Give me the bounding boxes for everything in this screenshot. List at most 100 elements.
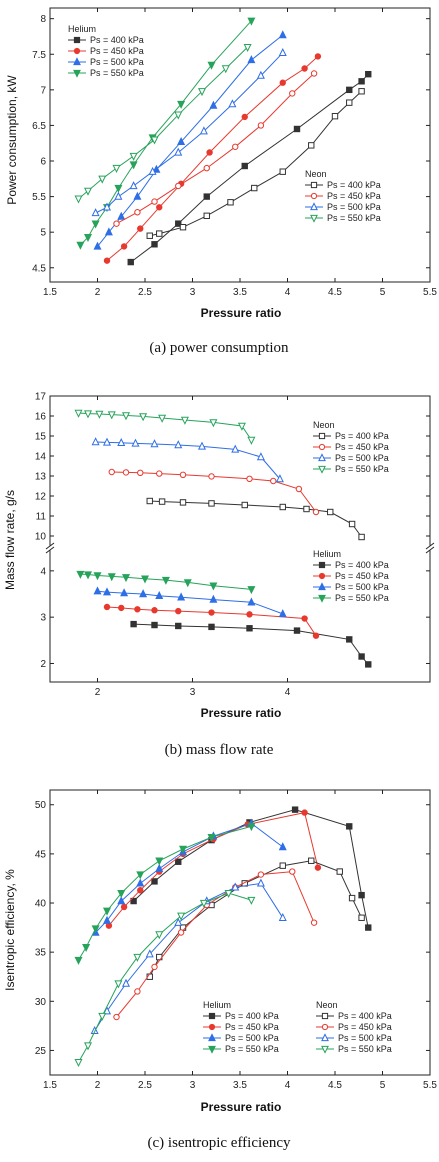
panel-b-data-point xyxy=(139,413,148,422)
panel-c-legend-marker xyxy=(321,1033,329,1042)
panel-a-data-point xyxy=(93,241,102,250)
panel-a-data-point xyxy=(365,70,372,78)
panel-b-legend-marker xyxy=(318,432,326,440)
panel-c-xlabel: Pressure ratio xyxy=(201,1100,282,1114)
panel-b-series-line xyxy=(149,500,363,538)
panel-c-ylabel: Isentropic efficiency, % xyxy=(3,869,17,991)
panel-a-xtick-label: 4.5 xyxy=(328,287,342,298)
panel-a-ytick-label: 5.5 xyxy=(32,192,46,203)
panel-a-legend-label: Ps = 500 kPa xyxy=(327,202,381,212)
panel-a-ytick-label: 7 xyxy=(40,85,46,96)
panel-b-data-point xyxy=(74,409,83,418)
panel-a-legend-label: Ps = 500 kPa xyxy=(90,57,144,67)
panel-c-data-point xyxy=(121,978,131,987)
panel-b-xtick-label: 2 xyxy=(95,687,101,698)
panel-c-data-point xyxy=(177,929,185,936)
panel-c-data-point xyxy=(178,845,188,854)
panel-c-data-point xyxy=(231,882,240,891)
panel-b-ylabel: Mass flow rate, g/s xyxy=(3,490,17,590)
panel-c-data-point xyxy=(98,1012,107,1021)
panel-b-data-point xyxy=(108,468,115,476)
panel-b-data-point xyxy=(358,653,365,660)
panel-a-data-point xyxy=(120,243,128,250)
panel-a-legend-title: Helium xyxy=(68,24,96,34)
panel-a-ylabel: Power consumption, kW xyxy=(5,75,19,205)
panel-a-data-point xyxy=(98,175,107,184)
panel-b-data-point xyxy=(346,636,353,643)
panel-a-legend-marker xyxy=(310,202,318,211)
panel-a-data-point xyxy=(221,65,230,74)
panel-c-ytick-label: 35 xyxy=(35,948,47,959)
panel-b-legend-label: Ps = 450 kPa xyxy=(335,442,389,452)
panel-b-seg0-ytick-label: 12 xyxy=(35,492,47,503)
panel-a-data-point xyxy=(278,30,287,39)
panel-a-data-point xyxy=(112,164,121,173)
panel-b-legend-marker xyxy=(318,561,326,569)
panel-b-legend-label: Ps = 450 kPa xyxy=(335,571,389,581)
panel-a-data-point xyxy=(151,241,158,248)
panel-b-seg1-ytick-label: 2 xyxy=(40,659,46,670)
panel-c-legend-marker xyxy=(321,1023,329,1031)
panel-a-xtick-label: 3 xyxy=(190,287,196,298)
panel-c-data-point xyxy=(155,863,164,872)
panel-b-seg1-ytick-label: 4 xyxy=(40,566,46,577)
panel-b-data-point xyxy=(179,499,187,506)
panel-a-data-point xyxy=(91,220,100,229)
panel-b-data-point xyxy=(197,441,207,450)
panel-a-data-point xyxy=(199,126,208,135)
panel-b-data-point xyxy=(121,412,131,421)
panel-b-data-point xyxy=(237,422,246,431)
panel-b-seg0-ytick-label: 10 xyxy=(35,532,47,543)
panel-a-data-point xyxy=(83,233,93,242)
panel-a-legend-marker xyxy=(73,47,81,55)
panel-b-data-point xyxy=(179,471,187,478)
panel-c-data-point xyxy=(91,925,100,934)
panel-b-data-point xyxy=(301,615,308,622)
panel-a-data-point xyxy=(104,227,113,236)
panel-c-series-line xyxy=(78,825,252,961)
panel-b-series xyxy=(130,620,372,668)
panel-a-data-point xyxy=(256,70,265,79)
panel-a-data-point xyxy=(133,191,142,200)
panel-a-data-point xyxy=(241,113,248,121)
panel-a-legend-marker xyxy=(73,69,81,78)
panel-b-data-point xyxy=(247,586,256,595)
panel-c-ytick-label: 30 xyxy=(35,997,47,1008)
panel-a-data-point xyxy=(346,99,353,106)
panel-c-xtick-label: 2 xyxy=(95,1080,101,1091)
panel-b-data-point xyxy=(83,410,93,419)
panel-a-data-point xyxy=(146,232,153,239)
panel-c-xtick-label: 5 xyxy=(380,1080,386,1091)
panel-c-xtick-label: 1.5 xyxy=(43,1080,57,1091)
panel-a-data-point xyxy=(103,257,111,264)
panel-a-data-point xyxy=(310,70,318,77)
panel-c-data-point xyxy=(365,924,372,931)
panel-b-data-point xyxy=(246,475,253,482)
panel-a-data-point xyxy=(279,168,286,175)
panel-b-data-point xyxy=(365,661,372,668)
panel-a-ytick-label: 6.5 xyxy=(32,121,46,132)
panel-c-data-point xyxy=(291,806,299,813)
panel-b-data-point xyxy=(93,572,102,581)
panel-c-data-point xyxy=(336,868,343,875)
panel-c-data-point xyxy=(151,878,158,885)
panel-a-data-point xyxy=(358,88,365,95)
panel-b-series xyxy=(74,409,256,445)
panel-b-data-point xyxy=(256,452,265,461)
panel-b-data-point xyxy=(131,438,140,447)
panel-b-data-point xyxy=(130,620,137,628)
panel-c-legend-label: Ps = 550 kPa xyxy=(338,1044,392,1054)
panel-b-data-point xyxy=(118,604,125,612)
panel-b-data-point xyxy=(146,497,153,505)
panel-a-series-line xyxy=(80,20,252,246)
panel-a-data-point xyxy=(83,187,93,196)
panel-b-legend-label: Ps = 550 kPa xyxy=(335,593,389,603)
panel-b-legend-title: Helium xyxy=(313,549,341,559)
panel-c-legend-marker xyxy=(321,1045,329,1054)
panel-a-data-point xyxy=(346,86,353,94)
panel-a-data-point xyxy=(203,212,210,220)
panel-a-data-point xyxy=(137,225,144,232)
panel-a-data-point xyxy=(358,78,365,85)
panel-b-data-point xyxy=(121,574,131,583)
panel-c-data-point xyxy=(74,1059,83,1068)
